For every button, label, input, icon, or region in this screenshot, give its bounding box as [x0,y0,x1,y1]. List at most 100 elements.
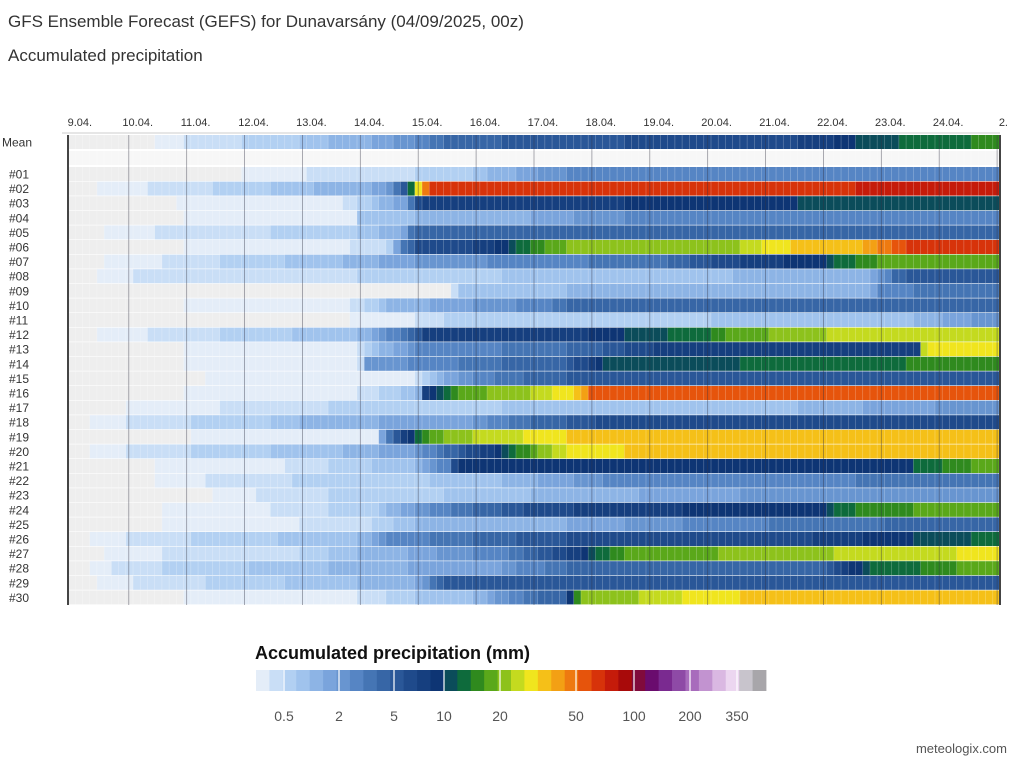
heat-cell [906,283,914,298]
heat-cell [226,196,235,211]
heat-cell [682,210,690,225]
heat-cell [328,502,336,517]
heat-cell [942,415,950,430]
heat-cell [848,532,856,546]
heat-cell [407,502,416,517]
heat-cell [942,356,950,371]
heat-cell [255,429,264,444]
heat-cell [544,415,553,430]
heat-cell [393,167,401,181]
heat-cell [776,298,784,313]
heat-cell [978,473,986,488]
heat-cell [443,313,452,327]
heat-cell [270,181,278,196]
heat-cell [479,356,488,371]
heat-cell [992,167,1001,181]
heat-cell [869,459,878,473]
heat-cell [458,225,466,240]
heat-cell [978,135,986,149]
heat-cell [523,444,531,459]
heat-cell [956,283,965,298]
heat-cell [927,546,936,561]
heat-cell [161,269,170,284]
heat-cell [176,575,184,590]
heat-cell [689,298,697,313]
heat-cell [501,429,510,444]
heat-cell [450,459,459,473]
heat-cell [161,386,170,400]
heat-cell [776,444,784,459]
heat-cell [436,561,445,576]
heat-cell [248,517,257,532]
heat-cell [479,167,488,181]
heat-cell [169,429,177,444]
heat-cell [205,575,213,590]
heat-cell [869,473,878,488]
heat-cell [205,532,213,546]
heat-cell [226,473,235,488]
heat-cell [934,473,943,488]
heat-cell [927,371,936,386]
heat-cell [754,502,762,517]
heat-cell [913,546,921,561]
heat-cell [523,473,531,488]
heat-cell [783,196,791,211]
heat-cell [934,532,943,546]
heat-cell [739,386,748,400]
heat-cell [776,561,784,576]
heat-cell [385,298,394,313]
heat-cell [920,429,929,444]
ensemble-row [68,429,1001,444]
heat-cell [284,546,293,561]
heat-cell [667,313,676,327]
row-label: #21 [9,460,29,474]
heat-cell [653,561,661,576]
heat-cell [985,532,994,546]
heat-cell [198,196,206,211]
heat-cell [400,283,408,298]
heat-cell [797,240,806,254]
heat-cell [118,240,127,254]
heat-cell [161,415,170,430]
heat-cell [725,517,734,532]
heat-cell [942,386,950,400]
heat-cell [147,313,156,327]
heat-cell [284,269,293,284]
heat-cell [226,135,235,149]
heat-cell [104,167,112,181]
heat-cell [450,225,459,240]
heat-cell [255,473,264,488]
heat-cell [68,327,76,342]
heat-cell [291,575,300,590]
heat-cell [674,269,683,284]
heat-cell [812,561,820,576]
heat-cell [927,269,936,284]
heat-cell [89,225,98,240]
heat-cell [96,327,105,342]
heat-cell [190,327,199,342]
heat-cell [812,135,820,149]
heat-cell [812,283,820,298]
heat-cell [118,590,127,605]
heat-cell [949,254,958,269]
heat-cell [68,459,76,473]
heat-cell [356,327,365,342]
heat-cell [356,473,365,488]
heat-cell [169,167,177,181]
heat-cell [400,371,408,386]
heat-cell [653,269,661,284]
heat-cell [248,225,257,240]
heat-cell [328,400,336,415]
heat-cell [891,429,900,444]
heat-cell [696,225,705,240]
heat-cell [277,473,286,488]
heat-cell [747,240,755,254]
heat-cell [133,590,141,605]
heat-cell [111,269,119,284]
heat-cell [617,590,625,605]
heat-cell [602,473,611,488]
heat-cell [624,283,632,298]
heat-cell [75,459,83,473]
heat-cell [263,517,271,532]
row-label: #02 [9,182,29,196]
